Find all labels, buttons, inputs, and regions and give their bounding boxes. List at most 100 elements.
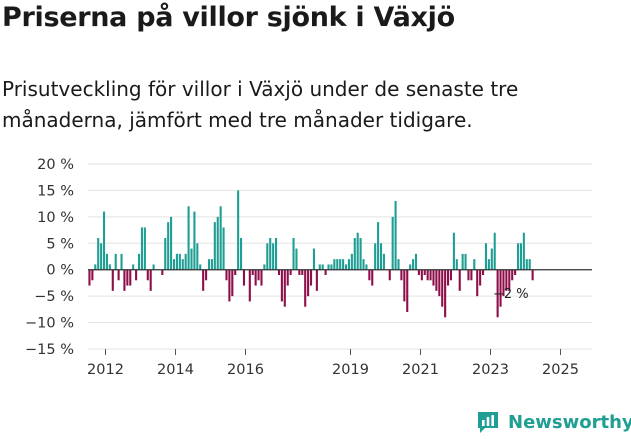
bar <box>324 269 327 275</box>
bars <box>88 190 534 318</box>
bar <box>312 248 315 270</box>
bar <box>123 269 126 291</box>
bar <box>519 243 522 270</box>
bar <box>257 269 260 281</box>
newsworthy-logo-text: Newsworthy <box>508 411 631 433</box>
bar <box>379 243 383 270</box>
bar <box>493 232 496 270</box>
bar <box>126 269 129 286</box>
bar <box>382 253 385 270</box>
bar <box>202 269 205 291</box>
bar <box>447 269 450 286</box>
bar <box>528 259 531 270</box>
bar <box>190 248 193 270</box>
bar <box>406 269 409 312</box>
x-tick-label: 2023 <box>472 362 509 378</box>
bar <box>342 259 345 270</box>
bar <box>321 264 324 270</box>
y-tick-label: 10 % <box>37 210 74 226</box>
bar <box>438 269 441 297</box>
bar <box>522 232 525 270</box>
bar <box>400 269 403 281</box>
bar <box>231 269 234 297</box>
bar <box>391 216 394 270</box>
bar <box>452 232 455 270</box>
bar <box>347 259 350 270</box>
bar <box>94 264 97 270</box>
x-tick-label: 2012 <box>87 362 124 378</box>
bar <box>178 253 181 270</box>
bar <box>196 243 199 270</box>
bar <box>508 269 511 291</box>
bar <box>248 269 251 302</box>
bar <box>315 269 318 291</box>
bar <box>307 269 310 297</box>
y-tick-label: −10 % <box>25 316 74 332</box>
bar <box>470 269 473 281</box>
bar <box>120 253 123 270</box>
bar <box>455 259 458 270</box>
bar <box>371 269 374 286</box>
x-tick-label: 2019 <box>332 362 369 378</box>
bar <box>330 264 333 270</box>
bar <box>210 259 213 270</box>
x-tick-label: 2014 <box>157 362 194 378</box>
bar <box>344 264 348 270</box>
bar <box>423 269 426 275</box>
bar <box>88 269 91 286</box>
bar <box>350 253 353 270</box>
bar <box>228 269 231 302</box>
bar <box>374 243 377 270</box>
y-tick-label: −15 % <box>25 342 74 358</box>
bar <box>441 269 444 307</box>
bar <box>102 211 106 270</box>
bar <box>420 269 423 281</box>
bar <box>129 269 132 286</box>
gridlines <box>88 163 592 350</box>
bar <box>111 269 114 291</box>
bar <box>240 238 243 270</box>
bar <box>242 269 246 286</box>
bar <box>175 253 178 270</box>
x-tick-label: 2025 <box>542 362 579 378</box>
bar <box>225 269 228 281</box>
bar <box>234 269 237 275</box>
bar <box>333 259 336 270</box>
bar <box>277 269 281 275</box>
bar <box>403 269 406 302</box>
last-value-label: −2 % <box>493 287 529 302</box>
bar <box>473 259 476 270</box>
y-tick-label: 20 % <box>37 157 74 173</box>
bar <box>263 264 266 270</box>
bar <box>356 232 359 270</box>
bar <box>275 238 278 270</box>
bar <box>388 269 391 281</box>
y-tick-label: 15 % <box>37 183 74 199</box>
bar <box>298 269 301 275</box>
bar <box>505 269 508 291</box>
bar <box>336 259 339 270</box>
bar <box>237 190 240 270</box>
bar <box>213 222 216 270</box>
bar <box>161 269 164 275</box>
x-tick-label: 2016 <box>227 362 264 378</box>
bar <box>143 227 146 270</box>
bar <box>172 259 176 270</box>
bar <box>184 253 187 270</box>
bar <box>97 238 100 270</box>
bar <box>260 269 263 286</box>
newsworthy-logo: Newsworthy <box>475 408 631 436</box>
bar <box>409 264 412 270</box>
bar <box>514 269 517 275</box>
bar <box>149 269 152 291</box>
bar <box>429 269 432 281</box>
bar <box>140 227 143 270</box>
y-tick-label: −5 % <box>34 289 74 305</box>
bar <box>251 269 254 275</box>
y-axis-labels: 20 % 15 % 10 % 5 % 0 % −5 % −10 % −15 % <box>25 157 74 358</box>
bar <box>511 269 514 281</box>
bar <box>353 238 356 270</box>
bar <box>222 227 225 270</box>
bar <box>516 243 520 270</box>
bar <box>187 206 190 270</box>
